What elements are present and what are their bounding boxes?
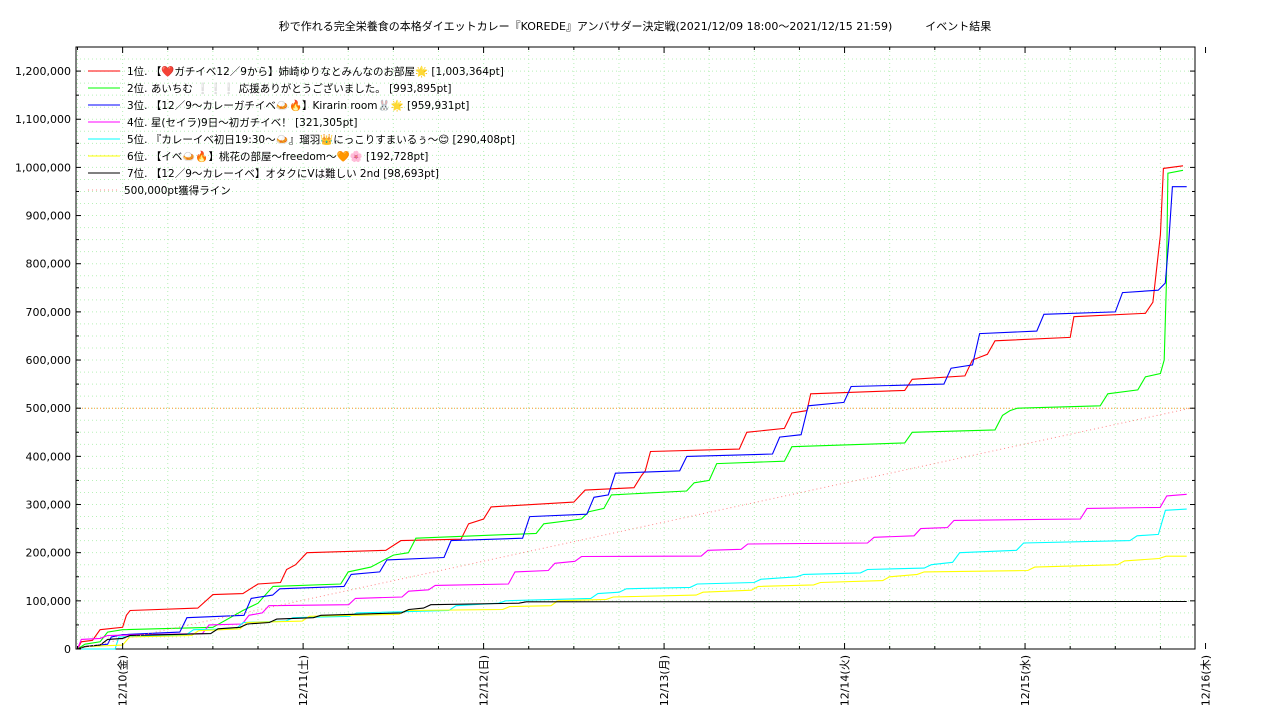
series-lines (76, 165, 1191, 650)
series-line-5 (77, 508, 1187, 650)
legend-label: 4位. 星(セイラ)9日〜初ガチイベ！ [321,305pt] (127, 116, 357, 129)
x-tick-label: 12/13(月) (658, 655, 671, 706)
x-tick-label: 12/11(土) (297, 655, 310, 706)
legend-label: 3位. 【12／9～カレーガチイベ🍛🔥】Kirarin room🐰🌟 [959,… (127, 99, 469, 112)
y-tick-label: 800,000 (26, 258, 72, 271)
series-line-6 (77, 555, 1187, 650)
legend-label: 7位. 【12／9～カレーイベ】オタクにVは難しい 2nd [98,693pt] (127, 167, 439, 180)
series-line-8 (77, 407, 1191, 650)
y-tick-label: 700,000 (26, 306, 72, 319)
legend-label: 5位. 『カレーイベ初日19:30〜🍛』瑠羽👑にっこりすまいるぅ〜😊 [290,… (127, 133, 515, 146)
x-tick-label: 12/16(木) (1200, 655, 1213, 706)
y-tick-label: 200,000 (26, 547, 72, 560)
chart-title: 秒で作れる完全栄養食の本格ダイエットカレー『KOREDE』アンバサダー決定戦(2… (278, 20, 992, 33)
y-tick-label: 0 (64, 643, 71, 656)
plot-frame (75, 46, 1196, 650)
x-tick-label: 12/15(水) (1019, 655, 1032, 706)
legend-label: 6位. 【イベ🍛🔥】桃花の部屋〜freedom〜🧡🌸 [192,728pt] (127, 150, 428, 163)
series-line-2 (77, 169, 1184, 650)
grid-lines (76, 47, 1195, 649)
legend-label: 1位. 【❤️ガチイベ12／9から】姉崎ゆりなとみんなのお部屋🌟 [1,003,… (127, 65, 504, 78)
y-tick-label: 600,000 (26, 354, 72, 367)
y-tick-label: 500,000 (26, 402, 72, 415)
x-tick-label: 12/14(火) (839, 655, 852, 706)
y-tick-label: 1,200,000 (15, 65, 71, 78)
y-tick-label: 900,000 (26, 210, 72, 223)
y-tick-label: 100,000 (26, 595, 72, 608)
y-tick-label: 1,100,000 (15, 113, 71, 126)
y-tick-label: 1,000,000 (15, 161, 71, 174)
legend-label: 500,000pt獲得ライン (124, 184, 231, 197)
legend: 1位. 【❤️ガチイベ12／9から】姉崎ゆりなとみんなのお部屋🌟 [1,003,… (88, 65, 515, 197)
y-tick-label: 400,000 (26, 450, 72, 463)
series-line-3 (77, 186, 1187, 650)
legend-label: 2位. あいちむ ❕❕❕ 応援ありがとうございました。 [993,895pt] (127, 82, 451, 95)
y-tick-label: 300,000 (26, 499, 72, 512)
axes: 0 100,000 200,000 300,000 400,000 500,000 600,… (15, 47, 1213, 706)
series-line-1 (77, 165, 1184, 650)
x-tick-label: 12/10(金) (116, 655, 130, 706)
series-line-7 (77, 600, 1187, 650)
x-tick-label: 12/12(日) (478, 655, 491, 706)
